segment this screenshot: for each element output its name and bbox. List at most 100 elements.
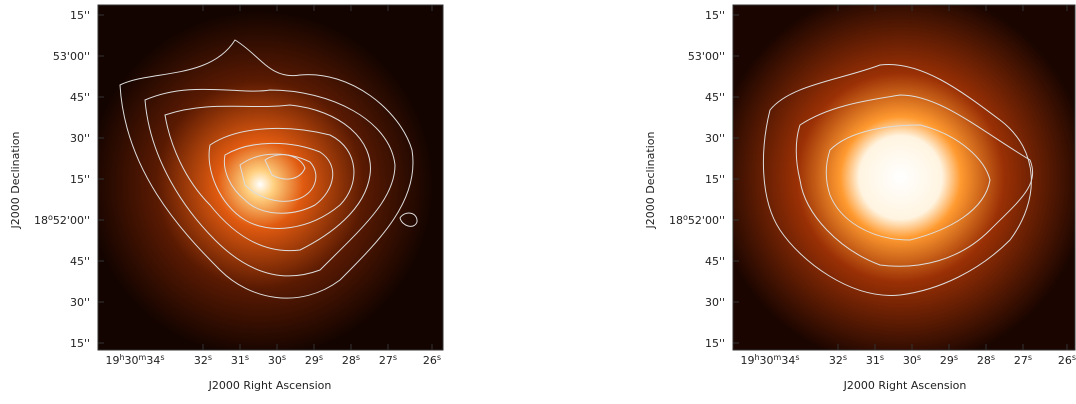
superscript: h (754, 353, 759, 362)
contour (264, 154, 306, 180)
tick-text: 26 (423, 354, 437, 367)
superscript: s (356, 353, 360, 362)
tick-text: 28 (977, 354, 991, 367)
superscript: s (245, 353, 249, 362)
superscript: m (139, 353, 147, 362)
tick-text: 32 (194, 354, 208, 367)
tick-text: 31 (231, 354, 245, 367)
frame (97, 4, 444, 351)
tick-label: 30'' (70, 296, 90, 309)
tick-label: 53'00'' (53, 50, 90, 63)
tick-text: 45'' (70, 255, 90, 268)
tick-label: 45'' (705, 255, 725, 268)
superscript: h (119, 353, 124, 362)
superscript: s (917, 353, 921, 362)
tick-text: 45'' (705, 91, 725, 104)
tick-label: 30'' (705, 296, 725, 309)
panel: 19h30m34s 32s 31s 30s 29s 28s 27s 26s15''53'00'… (644, 4, 1076, 392)
tick-label: 45'' (70, 91, 90, 104)
superscript: s (1028, 353, 1032, 362)
tick-text: 19 (740, 354, 754, 367)
contour (119, 39, 414, 299)
tick-label: 29s (940, 353, 958, 368)
superscript: o (683, 213, 688, 222)
image (98, 5, 443, 350)
tick-label: 45'' (70, 255, 90, 268)
tick-label: 27s (379, 353, 397, 368)
frame (732, 4, 1076, 351)
tick-text: 34 (781, 354, 795, 367)
tick-label: 27s (1014, 353, 1032, 368)
superscript: s (843, 353, 847, 362)
tick-label: 30'' (705, 132, 725, 145)
axis-label: J2000 Declination (644, 132, 657, 230)
tick-label: 30s (268, 353, 286, 368)
contour (164, 104, 371, 252)
tick-label: 31s (866, 353, 884, 368)
tick-text: 53'00'' (53, 50, 90, 63)
superscript: s (991, 353, 995, 362)
superscript: o (48, 213, 53, 222)
superscript: s (437, 353, 441, 362)
tick-text: 27 (1014, 354, 1028, 367)
tick-text: 30'' (705, 296, 725, 309)
tick-label: 53'00'' (688, 50, 725, 63)
tick-label: 32s (829, 353, 847, 368)
superscript: s (1072, 353, 1076, 362)
tick-label: 26s (1058, 353, 1076, 368)
superscript: s (795, 353, 799, 362)
tick-text: 19 (105, 354, 119, 367)
tick-text: 29 (305, 354, 319, 367)
tick-label: 30s (903, 353, 921, 368)
tick-text: 45'' (705, 255, 725, 268)
tick-label: 15'' (705, 173, 725, 186)
superscript: s (160, 353, 164, 362)
tick-label: 29s (305, 353, 323, 368)
tick-text: 27 (379, 354, 393, 367)
tick-label: 15'' (70, 337, 90, 350)
tick-text: 53'00'' (688, 50, 725, 63)
tick-text: 30 (125, 354, 139, 367)
tick-label: 19h30m34s (740, 353, 799, 368)
tick-label: 32s (194, 353, 212, 368)
tick-label: 18o52'00'' (669, 213, 725, 228)
tick-text: 30 (268, 354, 282, 367)
panel: 19h30m34s 32s 31s 30s 29s 28s 27s 26s15''53'00'… (9, 4, 444, 392)
tick-text: 30 (760, 354, 774, 367)
tick-text: 30 (903, 354, 917, 367)
tick-text: 45'' (70, 91, 90, 104)
tick-text: 30'' (70, 296, 90, 309)
axis-label: J2000 Declination (9, 132, 22, 230)
contour (239, 153, 317, 202)
tick-text: 32 (829, 354, 843, 367)
contour (399, 212, 418, 227)
tick-label: 15'' (705, 337, 725, 350)
tick-text: 30'' (705, 132, 725, 145)
tick-text: 29 (940, 354, 954, 367)
tick-label: 18o52'00'' (34, 213, 90, 228)
contour (825, 124, 991, 241)
tick-text: 15'' (705, 173, 725, 186)
tick-text: 18 (669, 214, 683, 227)
contour (208, 127, 355, 229)
tick-text: 15'' (705, 9, 725, 22)
contour (144, 88, 396, 277)
superscript: s (319, 353, 323, 362)
superscript: s (208, 353, 212, 362)
tick-label: 15'' (70, 9, 90, 22)
tick-label: 19h30m34s (105, 353, 164, 368)
image (733, 5, 1075, 350)
tick-label: 15'' (705, 9, 725, 22)
tick-label: 45'' (705, 91, 725, 104)
tick-text: 34 (146, 354, 160, 367)
superscript: s (393, 353, 397, 362)
tick-label: 28s (342, 353, 360, 368)
tick-text: 52'00'' (53, 214, 90, 227)
tick-text: 30'' (70, 132, 90, 145)
tick-label: 28s (977, 353, 995, 368)
axis-label: J2000 Right Ascension (208, 379, 332, 392)
tick-label: 15'' (70, 173, 90, 186)
superscript: s (954, 353, 958, 362)
